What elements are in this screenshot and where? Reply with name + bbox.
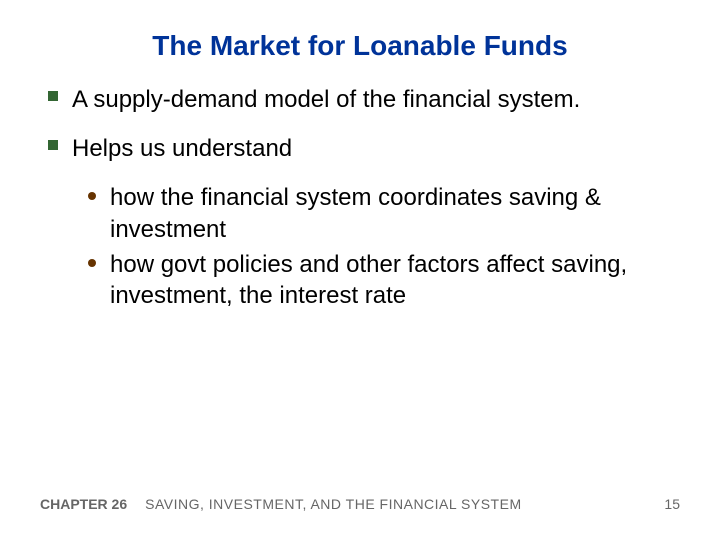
slide-title: The Market for Loanable Funds	[40, 30, 680, 62]
footer-page-number: 15	[664, 496, 680, 512]
square-bullet-icon	[48, 91, 58, 101]
slide-footer: CHAPTER 26 SAVING, INVESTMENT, AND THE F…	[40, 496, 680, 512]
dot-bullet-icon	[88, 192, 96, 200]
bullet-item: A supply-demand model of the financial s…	[48, 84, 680, 115]
sub-bullet-text: how the financial system coordinates sav…	[110, 182, 680, 244]
sub-bullet-item: how the financial system coordinates sav…	[88, 182, 680, 244]
bullet-item: Helps us understand	[48, 133, 680, 164]
bullet-text: A supply-demand model of the financial s…	[72, 84, 680, 115]
sub-bullet-text: how govt policies and other factors affe…	[110, 249, 680, 311]
dot-bullet-icon	[88, 259, 96, 267]
square-bullet-icon	[48, 140, 58, 150]
bullet-list: A supply-demand model of the financial s…	[40, 84, 680, 311]
footer-title: SAVING, INVESTMENT, AND THE FINANCIAL SY…	[145, 496, 521, 512]
bullet-text: Helps us understand	[72, 133, 680, 164]
footer-chapter: CHAPTER 26	[40, 496, 127, 512]
sub-bullet-item: how govt policies and other factors affe…	[88, 249, 680, 311]
